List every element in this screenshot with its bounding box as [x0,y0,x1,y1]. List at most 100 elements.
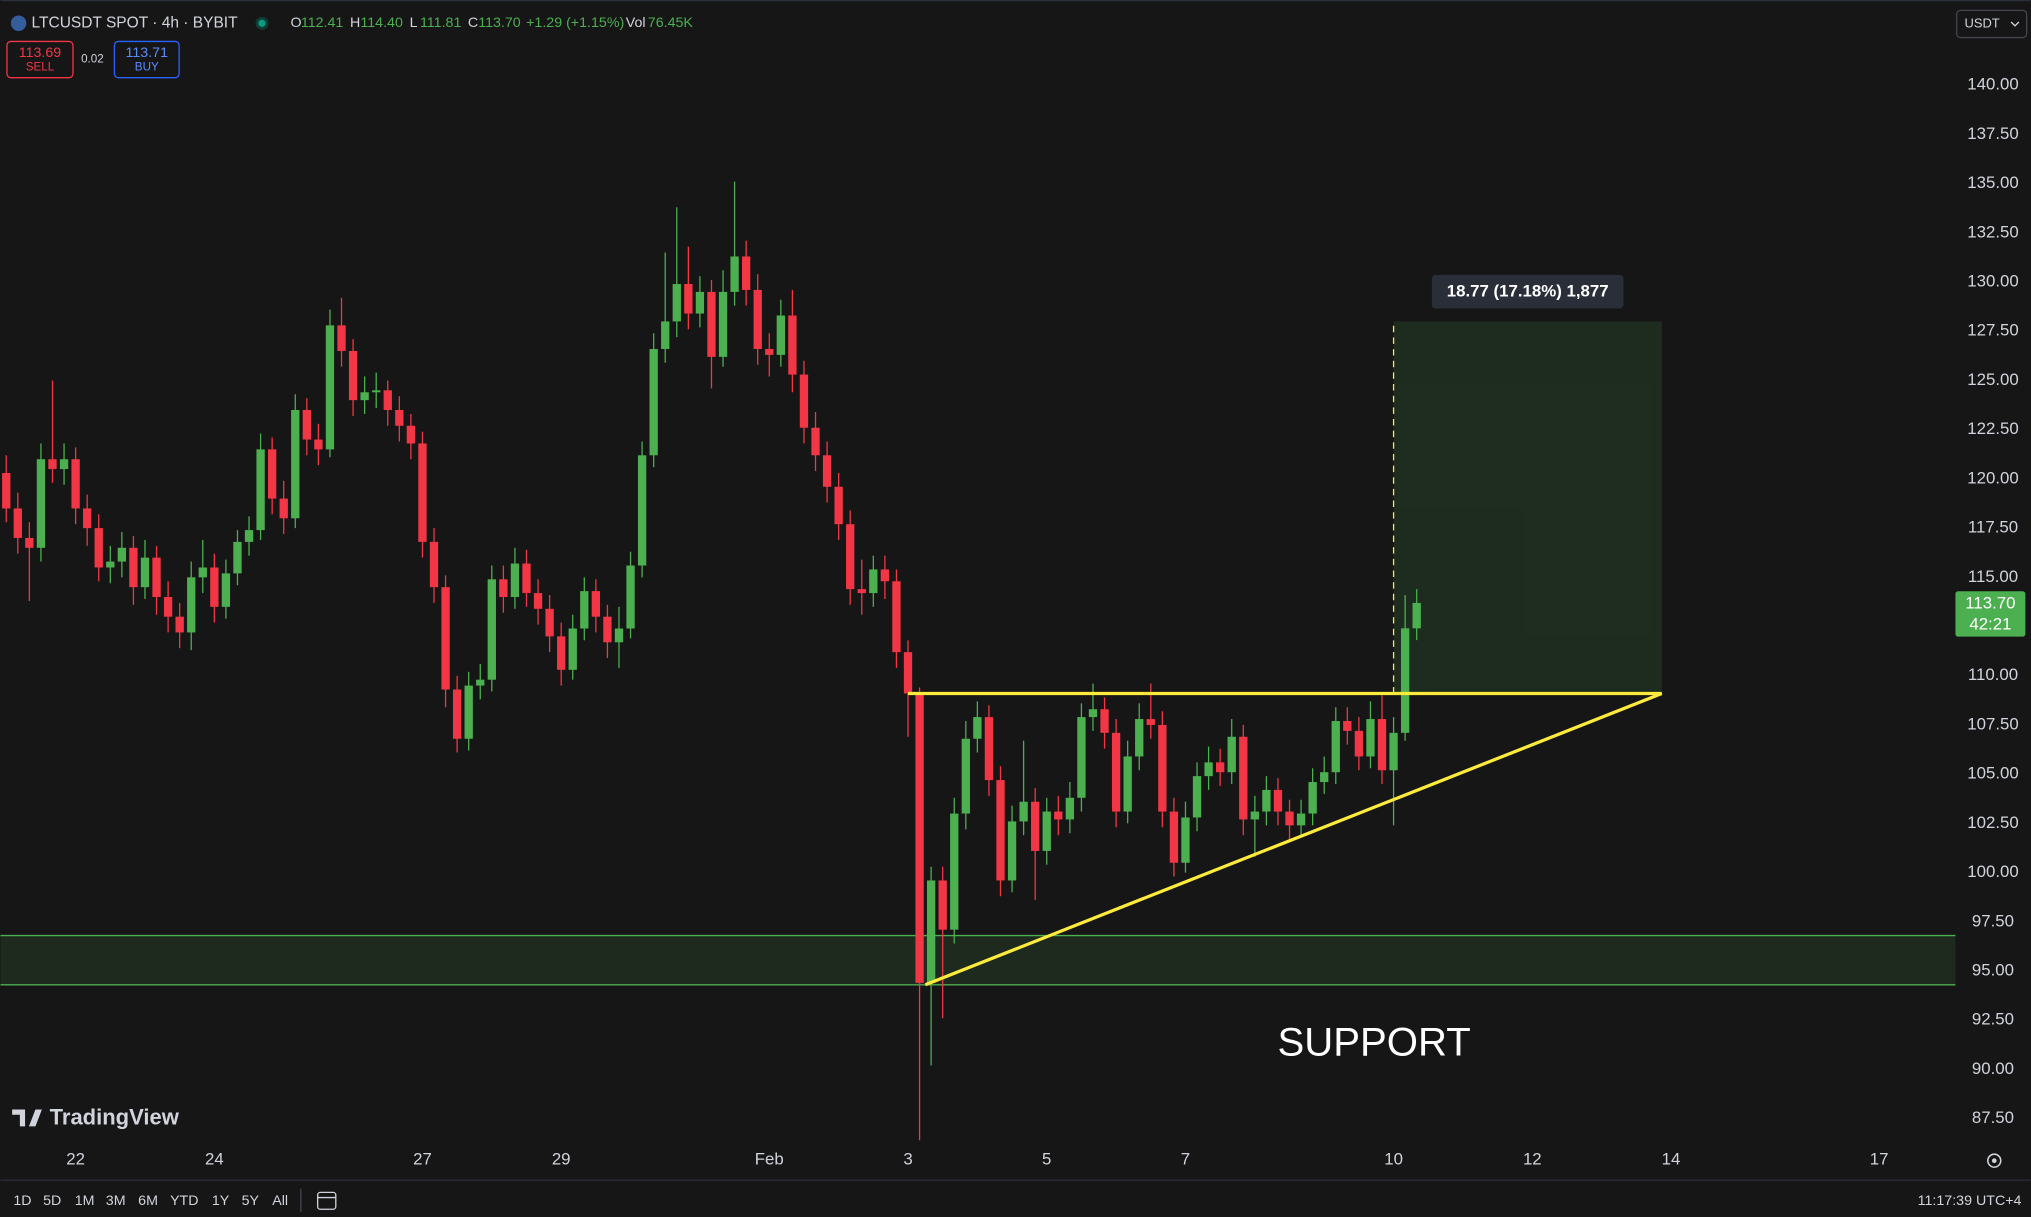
candle-body [557,636,566,670]
candle-body [822,455,832,487]
toolbar: 1D 5D 1M 3M 6M YTD 1Y 5Y All [13,1193,288,1209]
candle-body [1100,709,1109,733]
candle-body [1250,811,1260,820]
range-button[interactable]: 1D [13,1193,31,1209]
ohlc-value: 113.70 [478,15,521,31]
candle-body [187,577,196,633]
candle-body [1019,801,1028,822]
status-dot [258,19,266,27]
x-tick-label: 27 [413,1149,432,1168]
candle-body [973,717,982,739]
clock: 11:17:39 UTC+4 [1918,1193,2022,1209]
candle-body [244,530,254,542]
candle-body [476,679,485,686]
y-tick-label: 105.00 [1967,764,2018,783]
symbol-title[interactable]: LTCUSDT SPOT · 4h · BYBIT [32,14,239,31]
candle-body [140,557,150,588]
candle-body [406,425,416,444]
candle-body [614,628,624,643]
candle-body [1227,736,1236,773]
candle-body [175,616,184,633]
x-tick-label: 12 [1523,1149,1542,1168]
candle-body [94,528,103,568]
candle-body [1331,721,1340,773]
candle-body [1412,602,1421,629]
y-tick-label: 90.00 [1972,1059,2014,1078]
candle-body [707,291,716,357]
candle-body [487,579,496,680]
range-button[interactable]: 5Y [242,1193,260,1209]
candle-body [1389,732,1398,771]
range-button[interactable]: 1M [75,1193,95,1209]
candle-body [1123,756,1132,812]
candle-body [2,472,11,509]
candle-body [117,547,127,562]
y-tick-label: 110.00 [1968,665,2018,684]
candle-body [1135,719,1144,757]
candle-body [1111,732,1121,812]
logo-mark [12,1109,42,1127]
range-button[interactable]: All [272,1193,288,1209]
y-tick-label: 120.00 [1967,468,2018,487]
candle-body [83,508,92,529]
candle-body [765,348,774,355]
range-button[interactable]: 6M [138,1193,158,1209]
candle-body [163,597,173,617]
candle-body [59,459,69,470]
ohlc-legend: O 112.41 H 114.40 L 111.81 C 113.70 [290,15,520,31]
x-tick-label: 29 [552,1149,571,1168]
candle-body [1007,821,1017,881]
candle-body [13,508,22,538]
candle-body [961,738,970,814]
candle-body [337,325,346,351]
candle-body [718,291,728,357]
candle-body [672,284,681,322]
plot-area [0,181,1956,1141]
y-tick-label: 97.50 [1972,911,2014,930]
settings-icon[interactable] [1987,1153,2002,1168]
candle-body [1354,730,1364,757]
candle-body [568,628,577,670]
candle-body [383,390,392,411]
x-tick-label: 22 [66,1149,85,1168]
range-button[interactable]: 1Y [212,1193,230,1209]
candle-body [1054,811,1063,820]
candle-body [256,449,265,531]
candle-body [1239,736,1248,820]
symbol-icon [10,15,27,32]
candle-body [291,410,300,519]
candle-body [1192,776,1202,818]
candle-body [533,593,543,609]
candle-body [637,455,647,566]
calendar-icon[interactable] [317,1191,337,1210]
range-button[interactable]: YTD [170,1193,198,1209]
sell-button[interactable] [6,40,74,79]
candle-body [926,880,936,983]
range-button[interactable]: 5D [43,1193,61,1209]
support-zone [0,935,1956,985]
ohlc-value: 114.40 [360,15,403,31]
candle-body [1400,628,1410,733]
spread: 0.02 [81,53,104,66]
y-tick-label: 107.50 [1967,714,2018,733]
y-tick-label: 95.00 [1972,960,2014,979]
candle-body [695,291,705,314]
candle-body [522,563,531,594]
y-tick-label: 135.00 [1967,173,2018,192]
range-button[interactable]: 3M [106,1193,126,1209]
candle-body [372,390,381,393]
candle-body [279,498,288,519]
x-tick-label: 14 [1662,1149,1681,1168]
x-tick-label: 5 [1042,1149,1051,1168]
buy-label: BUY [135,60,159,73]
candle-body [996,780,1005,881]
candle-body [846,524,855,590]
buy-button[interactable] [113,40,180,79]
candle-body [314,439,323,450]
change: +1.29 (+1.15%) [526,15,624,31]
candle-body [730,256,739,292]
candle-body [857,589,866,594]
candle-body [464,685,473,739]
currency-select[interactable] [1956,9,2028,39]
